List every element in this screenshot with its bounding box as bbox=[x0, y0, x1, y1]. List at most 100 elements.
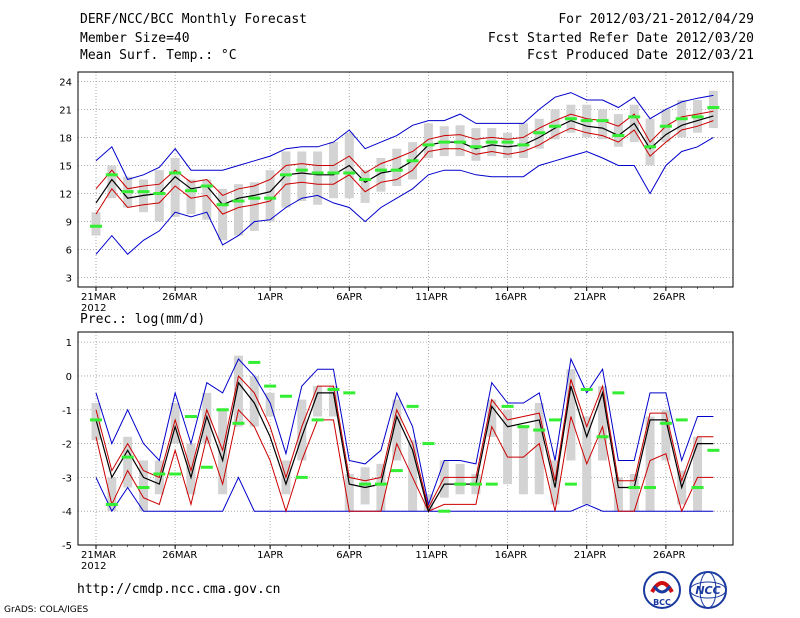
temp-observed-mark bbox=[121, 190, 134, 194]
prec-spread-box bbox=[297, 399, 307, 461]
prec-spread-box bbox=[550, 460, 560, 505]
temp-spread-box bbox=[170, 158, 180, 217]
temp-observed-mark bbox=[580, 119, 593, 123]
ncc-logo-text: NCC bbox=[695, 584, 720, 597]
prec-observed-mark bbox=[644, 486, 657, 490]
temp-spread-box bbox=[471, 128, 481, 161]
prec-inner-upper-line bbox=[95, 374, 714, 510]
temp-observed-mark bbox=[390, 168, 403, 172]
prec-observed-mark bbox=[279, 394, 292, 398]
temp-observed-mark bbox=[596, 119, 609, 123]
temp-observed-mark bbox=[422, 143, 435, 147]
prec-observed-mark bbox=[501, 404, 514, 408]
temp-spread-box bbox=[281, 151, 291, 208]
temp-spread-box bbox=[392, 148, 402, 187]
temp-observed-mark bbox=[153, 192, 166, 196]
temp-ytick-label: 12 bbox=[59, 190, 72, 201]
prec-ytick-label: -3 bbox=[62, 473, 72, 484]
prec-observed-mark bbox=[691, 486, 704, 490]
temp-observed-mark bbox=[644, 145, 657, 149]
prec-observed-mark bbox=[295, 475, 308, 479]
prec-observed-mark bbox=[438, 509, 451, 513]
temp-observed-mark bbox=[105, 173, 118, 177]
prec-observed-mark bbox=[153, 472, 166, 476]
temp-spread-box bbox=[202, 179, 212, 220]
temp-spread-box bbox=[503, 132, 513, 158]
temp-observed-mark bbox=[200, 184, 213, 188]
prec-spread-box bbox=[107, 477, 117, 512]
prec-ytick-label: 0 bbox=[66, 372, 72, 383]
temp-observed-mark bbox=[137, 190, 150, 194]
prec-spread-box bbox=[392, 399, 402, 461]
temp-spread-box bbox=[598, 109, 608, 140]
prec-spread-box bbox=[661, 409, 671, 461]
prec-observed-mark bbox=[311, 418, 324, 422]
temp-xtick-label: 21APR bbox=[574, 292, 607, 303]
temp-observed-mark bbox=[343, 171, 356, 175]
bcc-logo-text: BCC bbox=[653, 598, 671, 607]
prec-ytick-label: 1 bbox=[66, 338, 72, 349]
temp-spread-box bbox=[91, 212, 101, 236]
prec-spread-box bbox=[645, 416, 655, 512]
prec-observed-mark bbox=[422, 442, 435, 446]
prec-spread-box bbox=[439, 460, 449, 498]
prec-observed-mark bbox=[137, 486, 150, 490]
temp-observed-mark bbox=[359, 178, 372, 181]
grads-credit: GrADS: COLA/IGES bbox=[4, 605, 89, 615]
temp-observed-mark bbox=[216, 203, 229, 207]
temp-spread-box bbox=[613, 114, 623, 147]
temp-ytick-label: 24 bbox=[59, 77, 72, 88]
temp-observed-mark bbox=[517, 143, 530, 147]
variable-label: Mean Surf. Temp.: °C bbox=[80, 48, 237, 63]
temp-observed-mark bbox=[707, 106, 720, 110]
prec-spread-box bbox=[360, 467, 370, 505]
prec-inner-lower-line bbox=[95, 408, 714, 513]
forecast-produced-date: Fcst Produced Date 2012/03/21 bbox=[527, 48, 754, 63]
bcc-logo: BCC bbox=[642, 570, 682, 610]
prec-spread-box bbox=[138, 460, 148, 512]
prec-spread-box bbox=[518, 426, 528, 495]
prec-spread-box bbox=[233, 355, 243, 427]
prec-spread-box bbox=[487, 399, 497, 437]
prec-observed-mark bbox=[200, 465, 213, 469]
prec-xtick-label: 21APR bbox=[574, 550, 607, 561]
member-size: Member Size=40 bbox=[80, 31, 190, 46]
prec-outer-lower-line bbox=[95, 476, 714, 513]
prec-spread-box bbox=[218, 409, 228, 495]
prec-xtick-label: 16APR bbox=[495, 550, 528, 561]
temp-spread-box bbox=[186, 179, 196, 215]
temp-observed-mark bbox=[169, 171, 182, 175]
prec-ytick-label: -1 bbox=[62, 406, 72, 417]
temp-inner-upper-line bbox=[95, 110, 714, 196]
forecast-period: For 2012/03/21-2012/04/29 bbox=[558, 12, 754, 27]
prec-observed-mark bbox=[264, 384, 277, 388]
prec-observed-mark bbox=[374, 482, 387, 486]
prec-plot-frame bbox=[77, 331, 734, 546]
prec-observed-mark bbox=[485, 482, 498, 486]
temp-observed-mark bbox=[675, 117, 688, 121]
prec-observed-mark bbox=[327, 387, 340, 391]
prec-observed-mark bbox=[232, 421, 245, 425]
chart-title: DERF/NCC/BCC Monthly Forecast bbox=[80, 12, 307, 27]
temp-plot-frame bbox=[77, 71, 734, 288]
prec-ytick-label: -5 bbox=[62, 541, 72, 552]
prec-observed-mark bbox=[469, 482, 482, 486]
temp-spread-box bbox=[360, 170, 370, 203]
prec-observed-mark bbox=[390, 469, 403, 473]
temp-observed-mark bbox=[628, 115, 641, 119]
prec-spread-box bbox=[328, 386, 338, 417]
website-url[interactable]: http://cmdp.ncc.cma.gov.cn bbox=[77, 582, 281, 597]
temp-observed-mark bbox=[184, 189, 197, 193]
prec-xtick-label: 26MAR bbox=[162, 550, 197, 561]
temp-observed-mark bbox=[469, 145, 482, 149]
prec-observed-mark bbox=[517, 425, 530, 429]
temp-observed-mark bbox=[549, 124, 562, 128]
forecast-started-date: Fcst Started Refer Date 2012/03/20 bbox=[487, 31, 754, 46]
temp-xtick-label: 16APR bbox=[495, 292, 528, 303]
prec-observed-mark bbox=[90, 418, 102, 422]
prec-spread-box bbox=[613, 477, 623, 512]
prec-xtick-label: 21MAR bbox=[81, 550, 116, 561]
prec-observed-mark bbox=[121, 455, 134, 459]
temp-xtick-label: 6APR bbox=[336, 292, 362, 303]
temp-spread-box bbox=[550, 109, 560, 140]
